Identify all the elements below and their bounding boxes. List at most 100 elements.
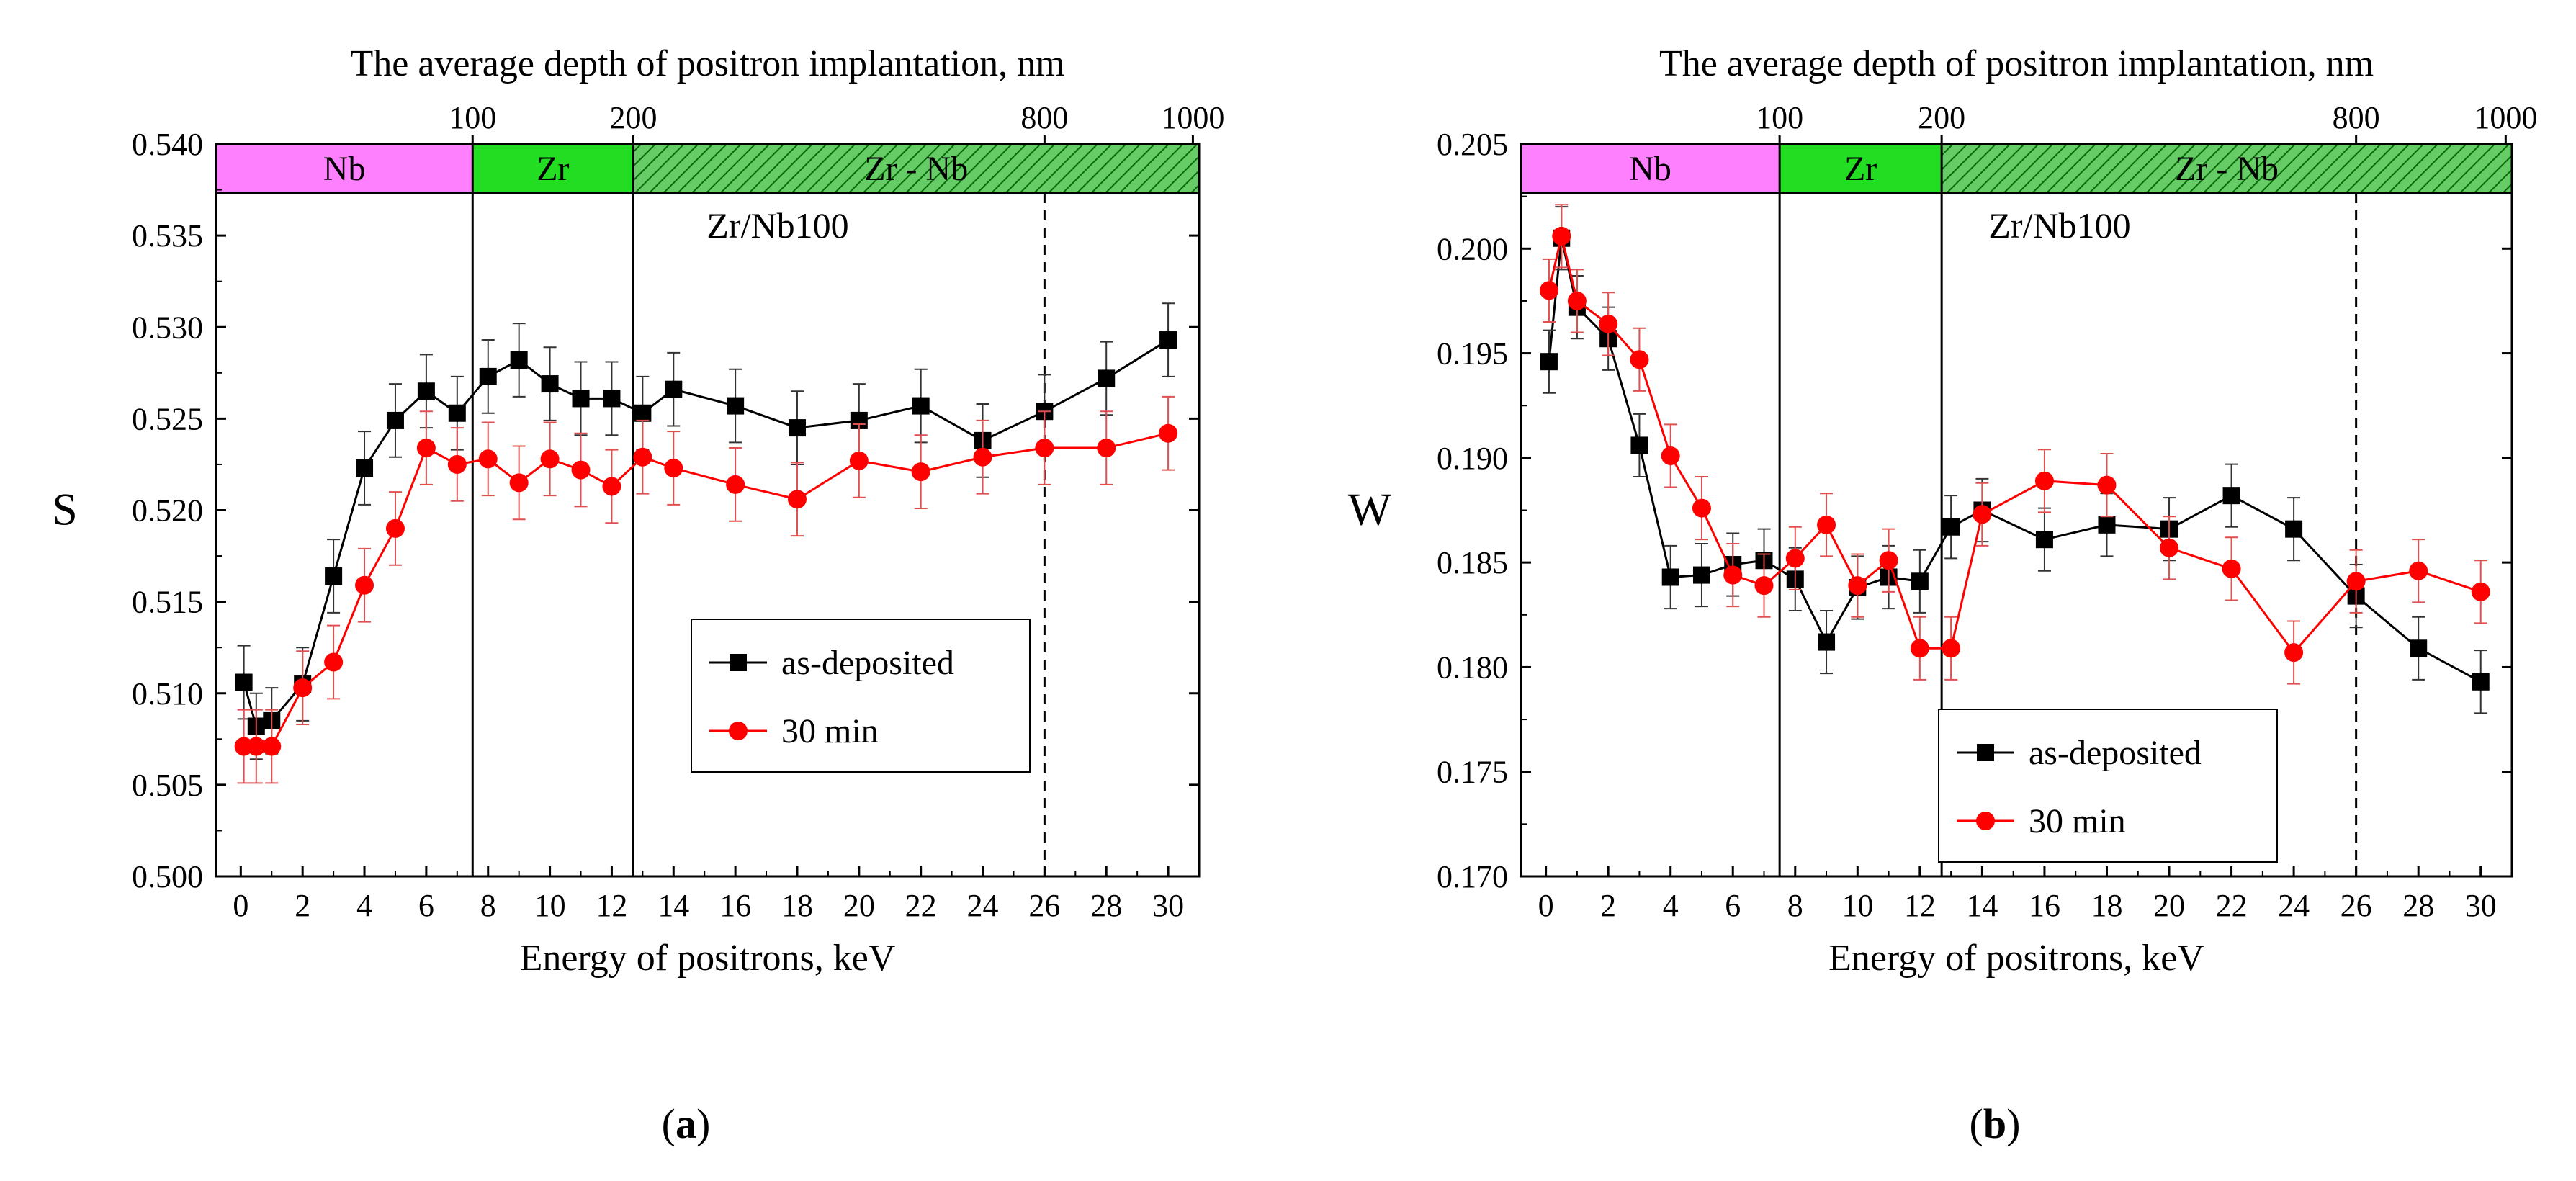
- x-tick-label: 14: [658, 888, 689, 923]
- region-label-2: Zr - Nb: [864, 150, 968, 188]
- data-point: [355, 575, 374, 595]
- panel-b: Nb Zr Zr - Nb 0.170 0.175 0.180 0.185 0.190 0.19…: [1348, 43, 2538, 1147]
- data-point: [727, 397, 745, 415]
- x-tick-label: 30: [2465, 888, 2497, 923]
- y-tick-label: 0.540: [132, 127, 203, 162]
- data-point: [849, 451, 869, 470]
- x-tick-label: 28: [2402, 888, 2434, 923]
- data-point: [1973, 505, 1992, 524]
- data-point: [1097, 439, 1116, 458]
- data-point: [479, 367, 497, 385]
- data-point: [386, 411, 404, 429]
- data-point: [2034, 471, 2054, 490]
- data-point: [1540, 353, 1558, 371]
- top-tick-label: 100: [1756, 100, 1803, 135]
- data-point: [448, 404, 466, 422]
- y-tick-label: 0.190: [1437, 441, 1508, 476]
- region-label-0: Nb: [1629, 150, 1671, 188]
- x-tick-label: 4: [1663, 888, 1679, 923]
- data-point: [1692, 566, 1710, 584]
- x-tick-label: 20: [843, 888, 875, 923]
- y-tick-label: 0.205: [1437, 127, 1508, 162]
- series-0: [235, 302, 1177, 760]
- x-tick-label: 12: [596, 888, 627, 923]
- data-point: [1098, 369, 1116, 387]
- data-point: [2222, 559, 2241, 578]
- x-tick-label: 28: [1090, 888, 1122, 923]
- legend-label: as-deposited: [781, 644, 954, 682]
- top-axis-title: The average depth of positron implantati…: [350, 43, 1064, 84]
- region-band-0: [215, 143, 474, 194]
- x-tick-label: 10: [534, 888, 566, 923]
- top-tick-label: 1000: [2474, 100, 2537, 135]
- x-tick-label: 20: [2153, 888, 2185, 923]
- y-tick-label: 0.520: [132, 493, 203, 529]
- legend-marker: [729, 722, 748, 740]
- legend-marker: [730, 654, 747, 671]
- x-tick-label: 8: [1787, 888, 1803, 923]
- x-tick-label: 0: [1538, 888, 1554, 923]
- top-tick-label: 800: [2333, 100, 2380, 135]
- y-tick-label: 0.505: [132, 768, 203, 803]
- data-point: [1552, 226, 1571, 246]
- x-tick-label: 22: [2216, 888, 2248, 923]
- data-point: [262, 737, 282, 756]
- data-point: [447, 454, 467, 474]
- region-label-0: Nb: [323, 150, 366, 188]
- data-point: [1661, 446, 1680, 465]
- y-tick-label: 0.500: [132, 859, 203, 894]
- x-tick-label: 26: [1028, 888, 1060, 923]
- data-point: [973, 447, 992, 467]
- data-point: [356, 459, 374, 477]
- data-point: [1159, 331, 1177, 349]
- series-line: [1548, 235, 2482, 655]
- sample-annotation: Zr/Nb100: [706, 205, 848, 246]
- x-tick-label: 16: [719, 888, 751, 923]
- series-line: [1548, 238, 2482, 683]
- region-label-1: Zr: [537, 150, 569, 188]
- sample-annotation: Zr/Nb100: [1988, 205, 2130, 246]
- data-point: [1723, 565, 1743, 585]
- data-point: [1630, 350, 1649, 369]
- series-1: [1539, 204, 2490, 685]
- x-tick-label: 10: [1841, 888, 1873, 923]
- region-label-1: Zr: [1844, 150, 1877, 188]
- data-point: [787, 490, 807, 509]
- data-point: [664, 459, 683, 478]
- region-label-2: Zr - Nb: [2175, 150, 2279, 188]
- data-point: [1630, 436, 1648, 454]
- legend-marker: [1977, 744, 1994, 761]
- series-0: [1540, 206, 2490, 714]
- x-tick-label: 16: [2029, 888, 2060, 923]
- y-tick-label: 0.530: [132, 310, 203, 345]
- x-tick-label: 18: [2091, 888, 2122, 923]
- data-point: [1599, 314, 1618, 333]
- data-point: [1942, 639, 1961, 658]
- data-point: [540, 449, 560, 469]
- data-point: [2097, 475, 2117, 495]
- data-point: [1035, 439, 1054, 458]
- y-tick-label: 0.175: [1437, 755, 1508, 790]
- legend-label: as-deposited: [2029, 734, 2202, 772]
- data-point: [417, 382, 435, 400]
- x-tick-label: 2: [295, 888, 310, 923]
- data-point: [602, 477, 621, 496]
- data-point: [603, 390, 621, 408]
- legend-label: 30 min: [781, 712, 879, 750]
- x-tick-label: 24: [967, 888, 999, 923]
- data-point: [1567, 291, 1587, 310]
- legend: as-deposited 30 min: [1938, 709, 2278, 863]
- data-point: [385, 518, 405, 538]
- panel-caption: (b): [1970, 1100, 2021, 1147]
- data-point: [1942, 518, 1960, 536]
- y-tick-label: 0.185: [1437, 545, 1508, 580]
- y-axis-title: S: [52, 484, 78, 535]
- data-point: [1754, 576, 1774, 596]
- region-band-1: [1779, 143, 1943, 194]
- y-tick-label: 0.525: [132, 401, 203, 436]
- x-tick-label: 0: [233, 888, 248, 923]
- x-axis-title: Energy of positrons, keV: [520, 938, 896, 979]
- series-1: [234, 395, 1178, 784]
- data-point: [2160, 538, 2179, 557]
